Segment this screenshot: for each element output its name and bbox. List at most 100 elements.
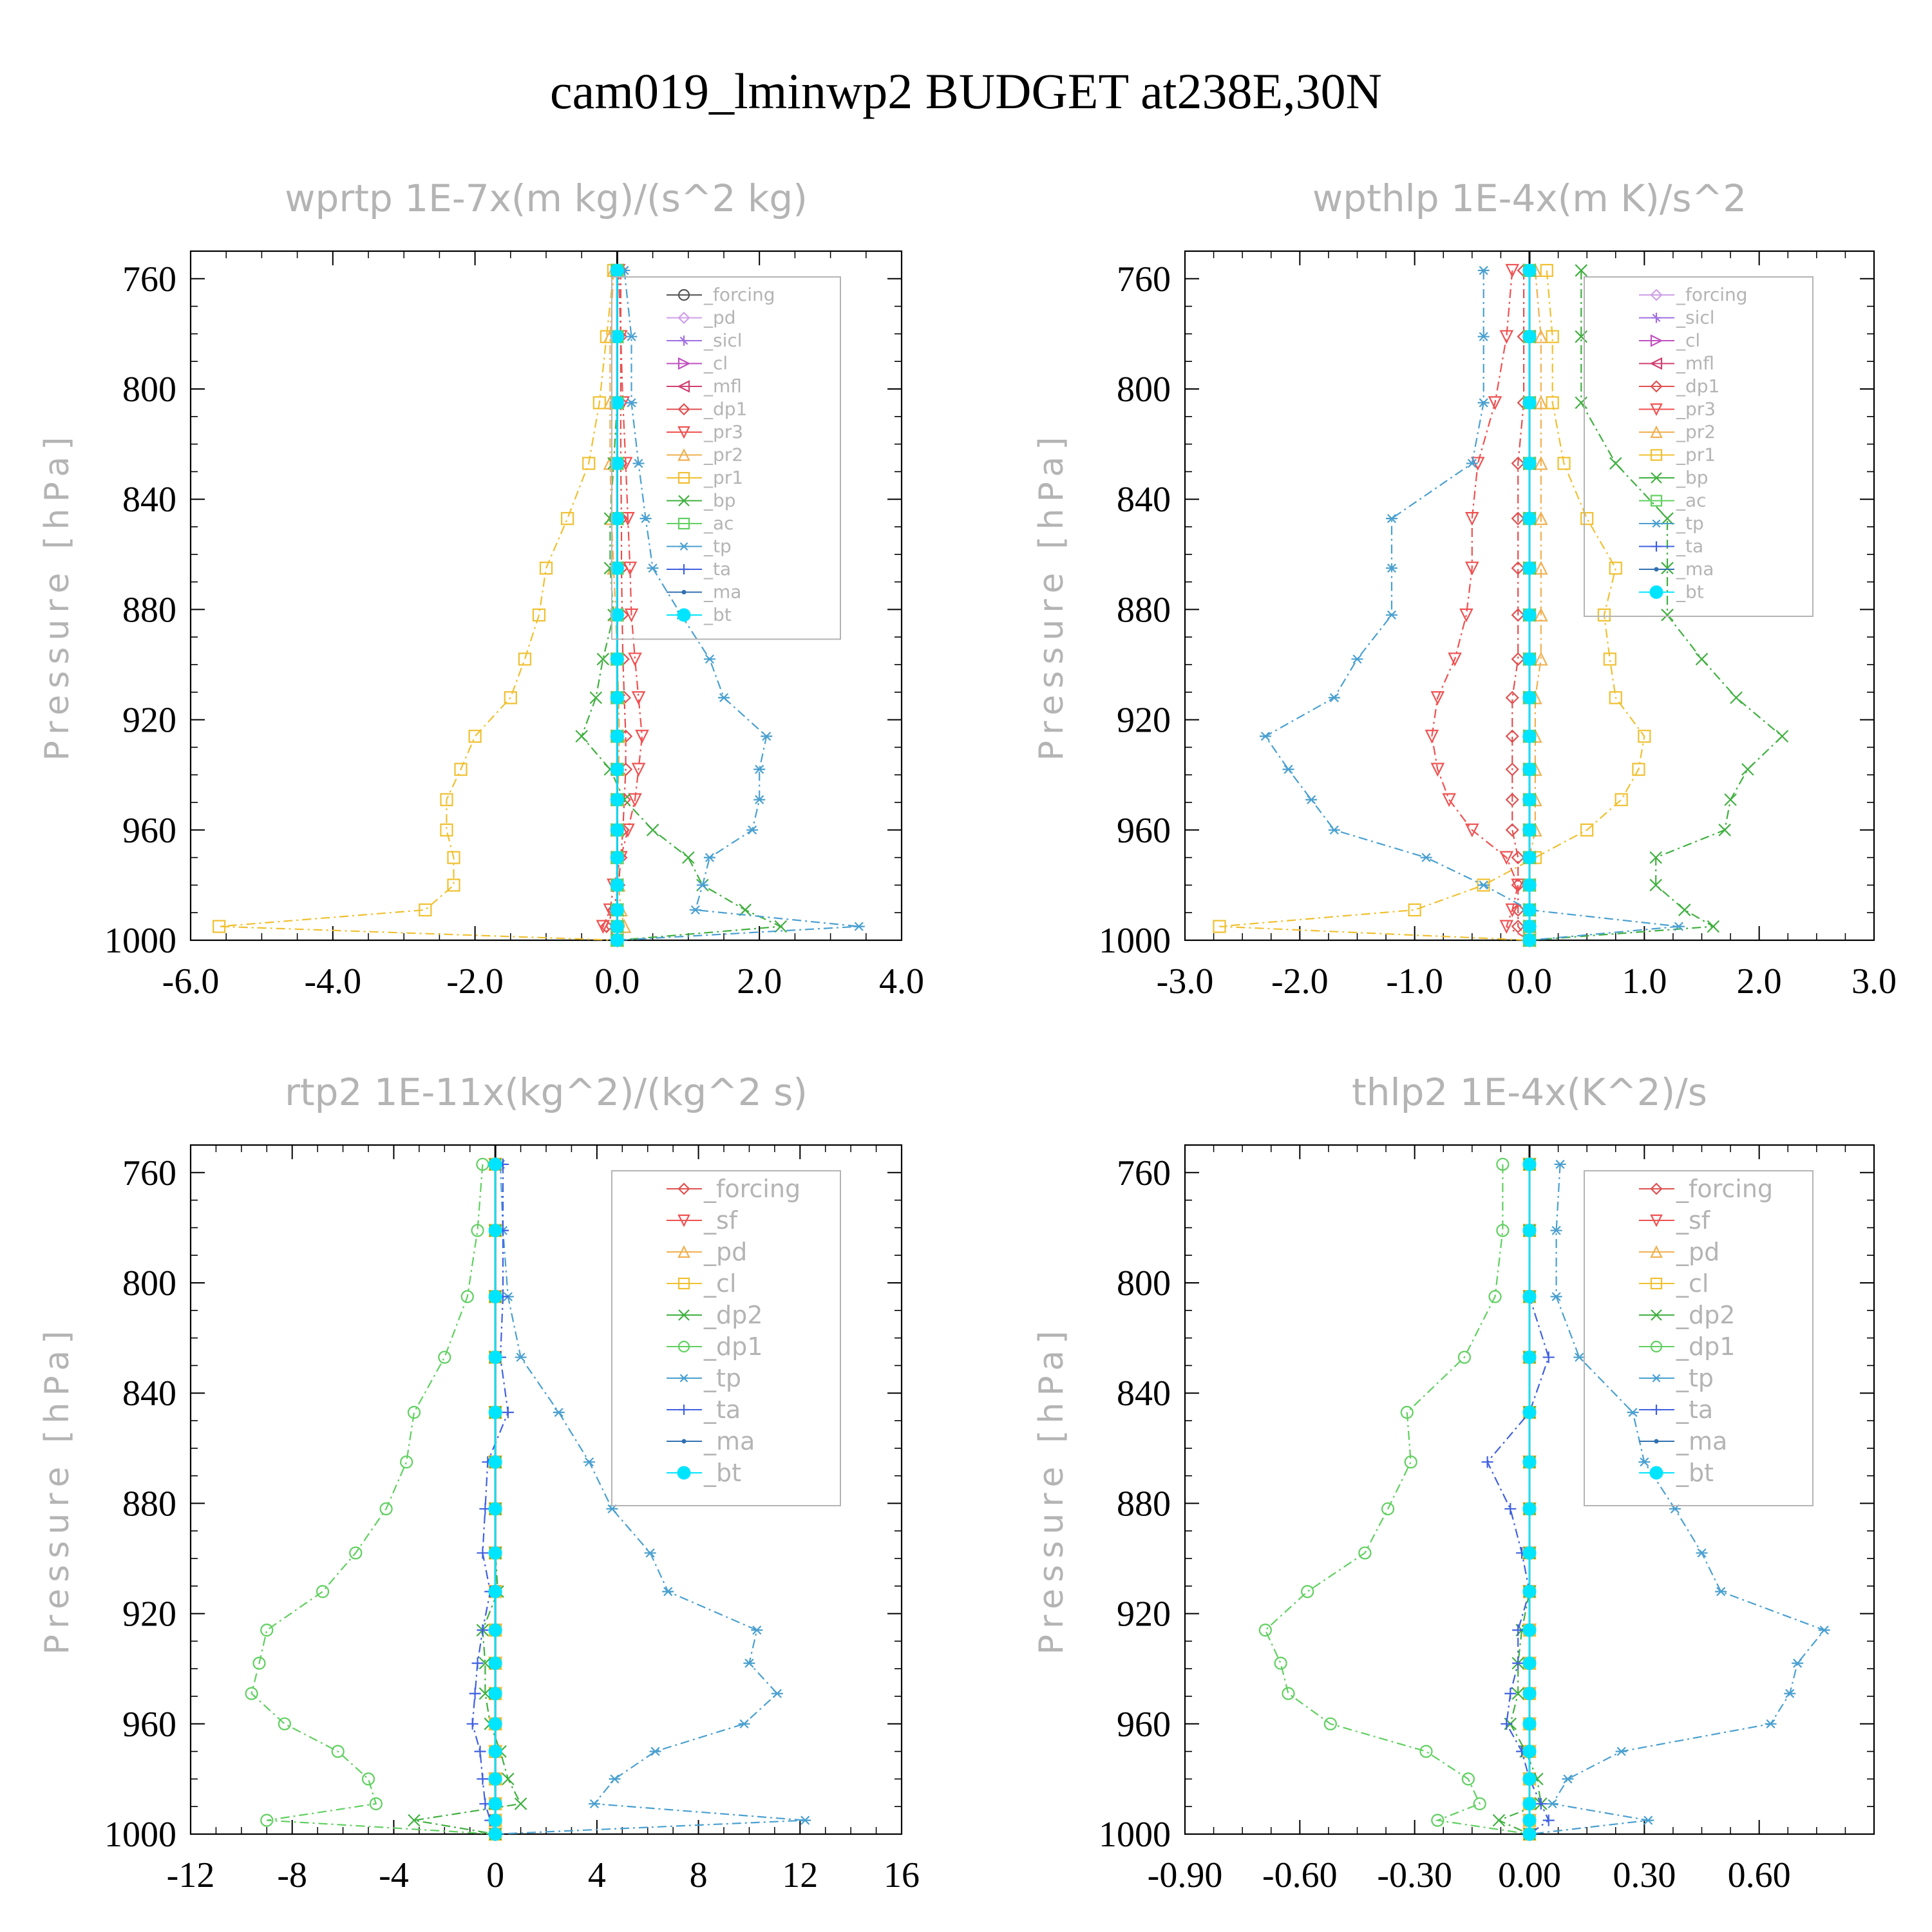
marker-asterisk [679, 542, 689, 551]
marker-asterisk [1328, 693, 1340, 703]
marker-filled-circle [677, 608, 691, 622]
marker-plus [1501, 1718, 1513, 1730]
marker-plus [474, 1745, 486, 1757]
legend-item: _pd [667, 1238, 747, 1266]
marker-asterisk [679, 1374, 689, 1383]
y-tick-label: 760 [1117, 1153, 1171, 1193]
marker-square [419, 903, 432, 917]
legend-item: _pr3 [1639, 399, 1716, 420]
marker-triangle-down [1505, 903, 1520, 918]
marker-x [1651, 472, 1662, 484]
marker-plus [502, 1406, 514, 1419]
marker-circle [471, 1224, 484, 1237]
legend-label: _sicl [703, 330, 743, 351]
marker-asterisk [1715, 1587, 1727, 1596]
legend-label: _ta [703, 558, 731, 580]
marker-plus [471, 1657, 484, 1669]
marker-diamond [677, 402, 690, 416]
marker-square [677, 471, 690, 484]
marker-asterisk [1259, 732, 1271, 741]
marker-asterisk [1546, 1799, 1558, 1808]
legend-label: _pr2 [1676, 421, 1716, 442]
marker-triangle-down [621, 512, 635, 526]
legend-item: _dp2 [667, 1301, 762, 1329]
marker-diamond [1505, 762, 1519, 777]
marker-asterisk [751, 1625, 763, 1635]
legend: _forcing_pd_sicl_cl_mfl_dp1_pr3_pr2_pr1_… [611, 276, 841, 640]
marker-asterisk [1627, 1408, 1639, 1417]
x-tick-label: 12 [782, 1855, 818, 1895]
marker-filled-circle [1522, 1717, 1537, 1731]
legend-item: _sicl [667, 330, 743, 351]
series_tp [1524, 1159, 1830, 1839]
x-tick-label: 1.0 [1622, 961, 1667, 1001]
legend-label: _dp2 [703, 1301, 762, 1329]
marker-filled-circle [488, 1687, 502, 1701]
marker-asterisk [1328, 825, 1340, 835]
marker-asterisk [1562, 1774, 1574, 1784]
y-tick-label: 920 [122, 701, 176, 741]
marker-asterisk [553, 1408, 565, 1417]
marker-filled-circle [1522, 330, 1537, 344]
y-axis: 760 800 840 880 920 960 1000 [104, 260, 902, 961]
marker-filled-circle [1522, 690, 1537, 705]
legend-label: _bp [703, 490, 736, 511]
marker-asterisk [1818, 1625, 1830, 1635]
marker-square [1540, 263, 1553, 278]
marker-triangle-down [628, 652, 642, 667]
marker-square [440, 823, 453, 837]
legend-item: _bt [667, 604, 732, 625]
marker-filled-circle [610, 511, 624, 526]
marker-circle [677, 1340, 690, 1353]
y-tick-label: 1000 [1099, 921, 1171, 961]
marker-diamond [677, 1182, 690, 1195]
marker-star [679, 336, 689, 346]
marker-filled-circle [610, 652, 624, 666]
marker-circle [1488, 1290, 1502, 1303]
marker-circle [278, 1717, 291, 1730]
marker-circle [1461, 1772, 1475, 1786]
marker-filled-circle [1522, 1350, 1537, 1365]
marker-x [678, 1309, 690, 1321]
marker-filled-circle [610, 823, 624, 837]
legend-item: _cl [667, 1269, 736, 1298]
legend-item: _ta [1639, 536, 1703, 557]
marker-filled-circle [1522, 793, 1537, 807]
y-tick-label: 960 [1117, 1705, 1171, 1745]
marker-dot [1654, 567, 1659, 572]
marker-plus [1542, 1814, 1555, 1826]
marker-triangle-down [631, 691, 646, 705]
legend-box [1584, 1170, 1814, 1506]
marker-filled-circle [610, 793, 624, 807]
legend-label: _dp1 [703, 399, 747, 420]
legend-item: _mfl [1639, 353, 1714, 374]
series-group [1213, 263, 1789, 948]
marker-square [1580, 823, 1594, 837]
marker-circle [1258, 1624, 1272, 1637]
marker-triangle-down [1499, 330, 1514, 345]
marker-diamond [1505, 823, 1519, 837]
x-tick-label: -4 [379, 1855, 409, 1895]
series_bt [1522, 1157, 1537, 1841]
marker-triangle-up [1650, 1245, 1663, 1258]
marker-asterisk [1477, 265, 1490, 276]
marker-triangle-down [1650, 403, 1663, 416]
y-tick-label: 800 [1117, 370, 1171, 410]
series-line [471, 1164, 509, 1835]
marker-triangle-down [623, 562, 638, 576]
marker-filled-circle [610, 395, 624, 410]
legend-label: _pr2 [703, 444, 743, 466]
legend-label: _ma [703, 582, 741, 603]
marker-x [1776, 730, 1789, 743]
marker-asterisk [1651, 519, 1662, 528]
marker-asterisk [743, 1658, 755, 1668]
legend-label: _pr3 [1676, 399, 1716, 420]
y-axis: 760 800 840 880 920 960 1000 [1099, 1153, 1874, 1855]
series-line [1264, 270, 1679, 942]
marker-square [1650, 1277, 1663, 1290]
marker-filled-circle [610, 330, 624, 344]
x-tick-label: 16 [884, 1855, 920, 1895]
marker-asterisk [649, 1747, 661, 1756]
marker-filled-circle [1522, 762, 1537, 777]
marker-filled-circle [610, 933, 624, 947]
